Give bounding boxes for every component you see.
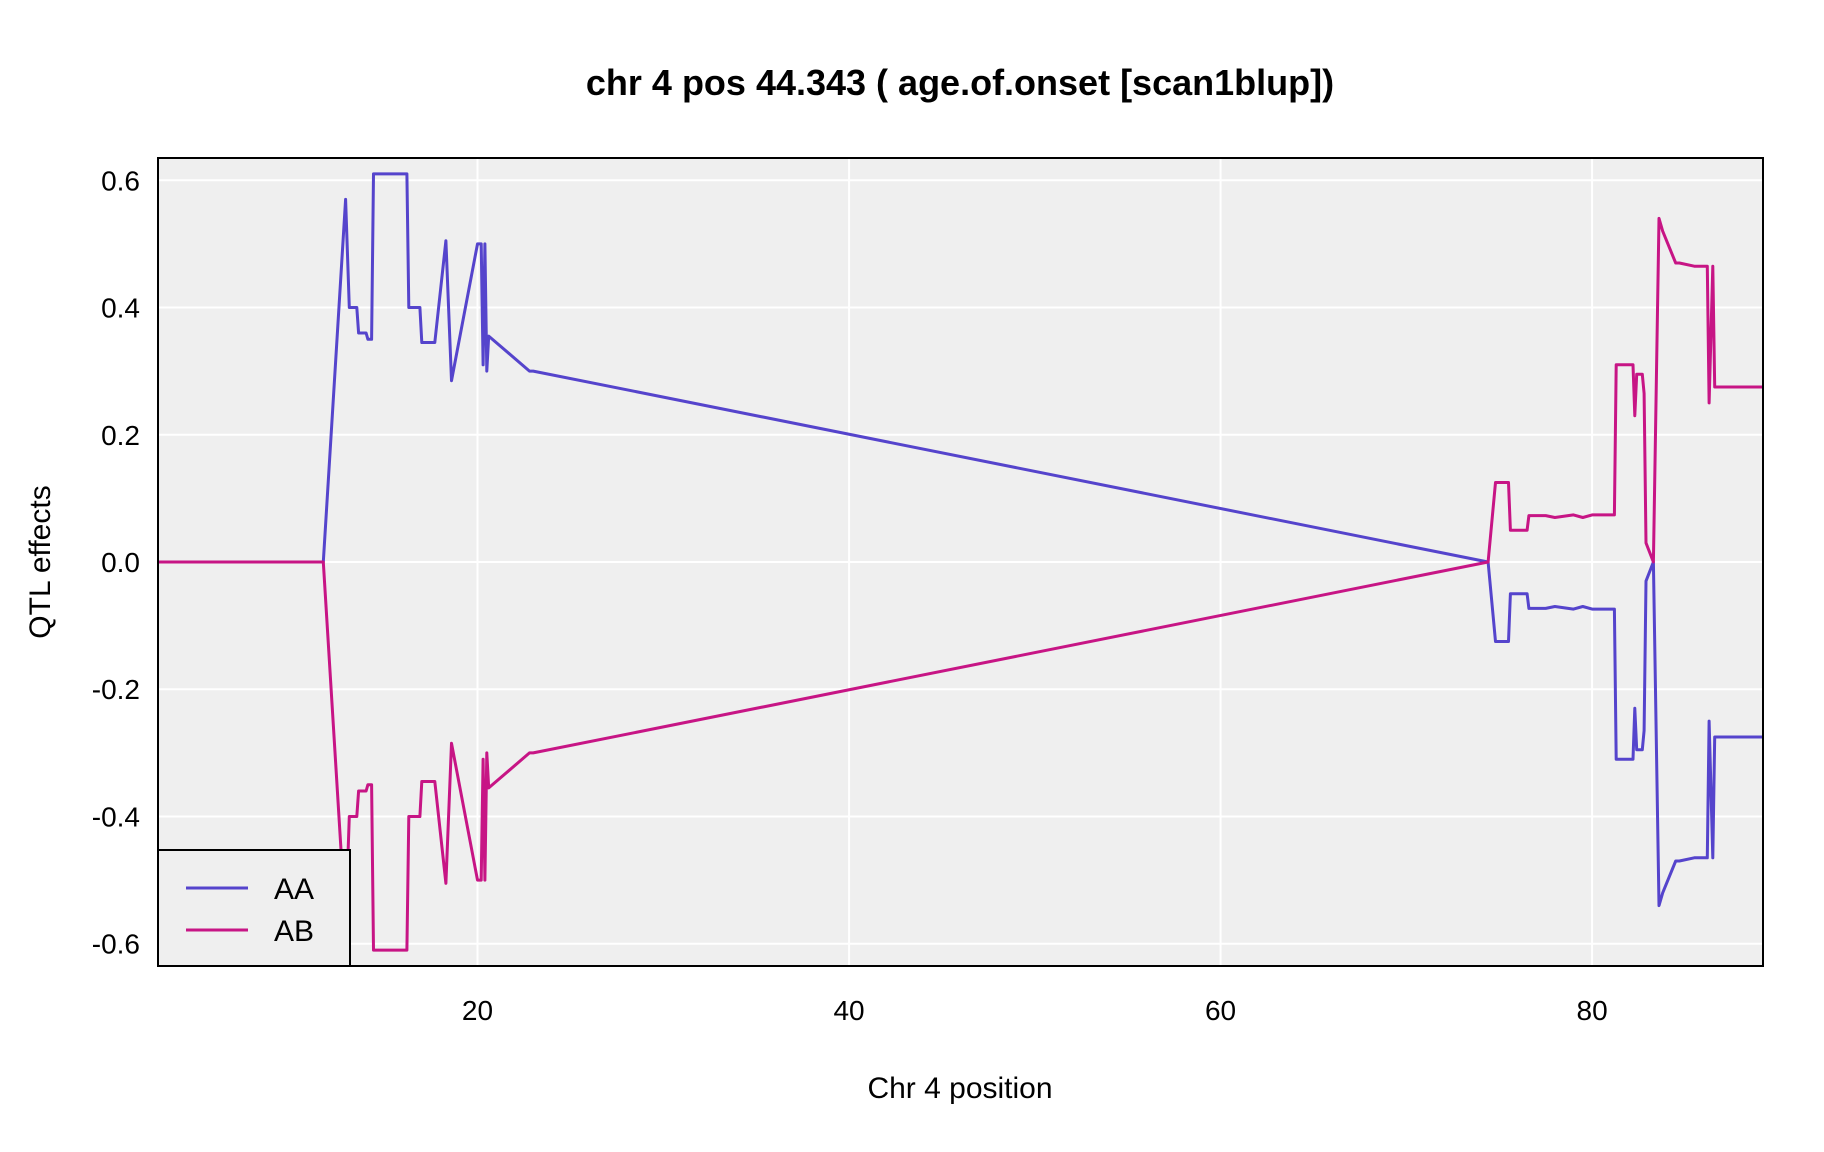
x-axis-label: Chr 4 position bbox=[867, 1072, 1052, 1105]
x-tick-label: 20 bbox=[462, 995, 493, 1026]
y-tick-label: -0.2 bbox=[92, 674, 140, 705]
y-tick-label: -0.6 bbox=[92, 929, 140, 960]
legend: AA AB bbox=[157, 849, 351, 967]
y-axis-label: QTL effects bbox=[24, 485, 57, 638]
series-lines bbox=[158, 172, 1763, 952]
y-tick-label: 0.0 bbox=[101, 547, 140, 578]
series-line-ab bbox=[158, 216, 1763, 952]
legend-label-ab: AB bbox=[274, 915, 314, 948]
plot-frame bbox=[157, 157, 1764, 967]
legend-label-aa: AA bbox=[274, 873, 314, 906]
y-tick-label: 0.2 bbox=[101, 420, 140, 451]
legend-box bbox=[157, 849, 351, 967]
x-tick-label: 60 bbox=[1205, 995, 1236, 1026]
x-tick-label: 40 bbox=[833, 995, 864, 1026]
grid-lines bbox=[158, 158, 1763, 966]
y-tick-label: -0.4 bbox=[92, 801, 140, 832]
y-tick-label: 0.4 bbox=[101, 293, 140, 324]
chart-title: chr 4 pos 44.343 ( age.of.onset [scan1bl… bbox=[586, 62, 1334, 103]
tick-labels: 20 40 60 80 0.6 0.4 0.2 0.0 -0.2 -0.4 -0.6 bbox=[92, 165, 1608, 1026]
x-tick-label: 80 bbox=[1577, 995, 1608, 1026]
series-line-aa bbox=[158, 172, 1763, 908]
y-tick-label: 0.6 bbox=[101, 165, 140, 196]
